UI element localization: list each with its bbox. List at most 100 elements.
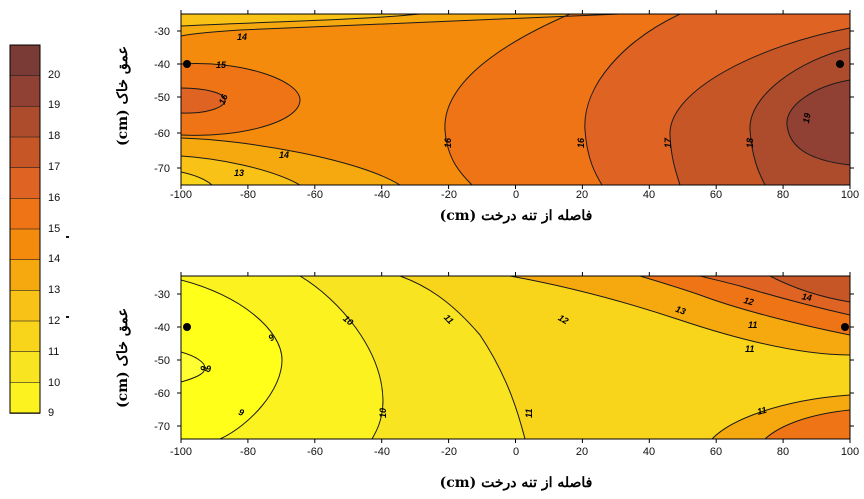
legend-label-19: 19 <box>48 99 60 111</box>
bottom-y-axis-title: عمق خاک (cm) <box>115 308 131 408</box>
top-x-axis-title: فاصله از تنه درخت (cm) <box>440 208 593 224</box>
top-contour-label-16a: 16 <box>217 92 230 106</box>
top-x-tick-label: -80 <box>240 189 256 201</box>
top-contour-label-16c: 16 <box>576 137 586 148</box>
bottom-contour-label-9a: 9 <box>266 332 276 343</box>
legend-swatch-11 <box>9 351 41 384</box>
top-y-tick-label: -70 <box>154 163 170 175</box>
fill-band-17-left <box>181 88 225 114</box>
fill-band-13-bottom <box>765 410 850 439</box>
legend-swatch-15 <box>9 228 41 261</box>
top-x-tick-label: 20 <box>576 189 588 201</box>
legend-swatches <box>9 44 41 414</box>
bottom-contour-label-10a: 10 <box>341 313 355 327</box>
bottom-contour-label-13: 13 <box>674 304 687 317</box>
legend-label-12: 12 <box>48 315 60 327</box>
bottom-x-tick-label: -80 <box>240 446 256 458</box>
bottom-y-tick-label: -30 <box>154 289 170 301</box>
bottom-contour-plot: 9 9 9 10 10 11 12 13 12 14 11 11 11 11 9… <box>115 272 859 491</box>
legend-frame <box>9 44 41 414</box>
fill-band-16-left <box>181 63 300 136</box>
top-contour-label-19: 19 <box>801 112 813 124</box>
bottom-contour-label-9d: 9 <box>206 364 211 374</box>
bottom-x-tick-label: 0 <box>513 446 519 458</box>
bottom-y-tick-label: -50 <box>154 355 170 367</box>
legend-labels: 20 19 18 17 16 15 14 13 12 11 10 9 <box>48 69 60 419</box>
top-y-tick-label: -40 <box>154 59 170 71</box>
bottom-y-tick-label: -60 <box>154 388 170 400</box>
top-contour-lines <box>181 14 850 185</box>
top-contour-label-14a: 14 <box>237 32 247 42</box>
bottom-contour-label-11e: 11 <box>524 409 534 418</box>
legend-swatch-10 <box>9 381 41 414</box>
top-contour-label-14b: 14 <box>279 150 289 160</box>
legend-label-11: 11 <box>48 346 59 358</box>
fill-band-9 <box>181 280 282 439</box>
legend-label-15: 15 <box>48 223 60 235</box>
top-x-tick-labels: -100 -80 -60 -40 -20 0 20 40 60 80 100 <box>170 189 859 201</box>
bottom-x-tick-label: 60 <box>710 446 722 458</box>
legend-swatch-16 <box>9 198 41 230</box>
bottom-contour-label-10b: 10 <box>378 408 388 418</box>
bottom-y-tick-label: -70 <box>154 421 170 433</box>
top-contour-fills <box>181 14 850 185</box>
bottom-contour-label-12b: 12 <box>743 295 755 307</box>
fill-band-20-right <box>786 80 850 165</box>
top-contour-label-16b: 16 <box>443 137 453 148</box>
fill-band-13-left-bottom <box>181 156 300 185</box>
bottom-axis-ticks <box>177 272 854 443</box>
top-sample-point-right <box>836 60 844 68</box>
legend-label-10: 10 <box>48 377 60 389</box>
legend-mark-12 <box>66 316 69 318</box>
bottom-x-axis-title: فاصله از تنه درخت (cm) <box>440 475 593 491</box>
fill-band-8-9 <box>181 352 205 382</box>
top-contour-label-18: 18 <box>745 138 755 148</box>
top-x-tick-label: 100 <box>841 189 859 201</box>
legend-label-13: 13 <box>48 284 60 296</box>
bottom-contour-lines <box>181 276 850 439</box>
top-sample-point-left <box>183 60 191 68</box>
legend-label-9: 9 <box>48 407 54 419</box>
legend-label-14: 14 <box>48 253 60 265</box>
legend-swatch-14 <box>9 259 41 292</box>
bottom-contour-label-12a: 12 <box>557 313 571 327</box>
bottom-x-tick-label: -20 <box>441 446 457 458</box>
legend-swatch-13 <box>9 289 41 322</box>
top-x-tick-label: -40 <box>374 189 390 201</box>
top-contour-labels: 14 15 16 14 13 16 16 17 18 19 <box>216 32 813 178</box>
bottom-contour-label-9b: 9 <box>237 407 245 418</box>
legend-mark-15 <box>66 236 69 238</box>
top-contour-label-17: 17 <box>663 137 673 148</box>
bottom-contour-label-11b: 11 <box>748 320 757 330</box>
top-contour-label-15: 15 <box>216 60 227 70</box>
top-y-tick-label: -50 <box>154 92 170 104</box>
legend-swatch-21 <box>9 44 41 77</box>
legend-swatch-19 <box>9 106 41 138</box>
legend-swatch-17 <box>9 167 41 200</box>
bottom-y-tick-labels: -30 -40 -50 -60 -70 <box>154 289 170 433</box>
bottom-x-tick-label: 40 <box>643 446 655 458</box>
legend-swatch-18 <box>9 136 41 169</box>
top-x-tick-label: 80 <box>777 189 789 201</box>
top-x-tick-label: -100 <box>170 189 192 201</box>
top-y-tick-label: -30 <box>154 26 170 38</box>
bottom-x-tick-label: -100 <box>170 446 192 458</box>
bottom-contour-fills <box>181 276 850 439</box>
top-y-axis-title: عمق خاک (cm) <box>115 46 131 146</box>
top-contour-plot: 14 15 16 14 13 16 16 17 18 19 -100 -80 -… <box>115 10 859 224</box>
color-legend: 20 19 18 17 16 15 14 13 12 11 10 9 <box>9 44 69 419</box>
top-y-tick-labels: -30 -40 -50 -60 -70 <box>154 26 170 175</box>
top-x-tick-label: 60 <box>710 189 722 201</box>
bottom-contour-label-9c: 9 <box>198 365 209 372</box>
legend-label-17: 17 <box>48 161 60 173</box>
fill-band-12-left-bottom <box>181 172 212 185</box>
bottom-contour-label-11c: 11 <box>745 344 754 354</box>
top-x-tick-label: 0 <box>513 189 519 201</box>
top-x-tick-label: -20 <box>441 189 457 201</box>
bottom-contour-labels: 9 9 9 10 10 11 12 13 12 14 11 11 11 11 9 <box>198 291 812 418</box>
bottom-contour-label-14: 14 <box>801 291 813 303</box>
legend-label-20: 20 <box>48 69 60 81</box>
top-x-tick-label: 40 <box>643 189 655 201</box>
legend-label-18: 18 <box>48 130 60 142</box>
